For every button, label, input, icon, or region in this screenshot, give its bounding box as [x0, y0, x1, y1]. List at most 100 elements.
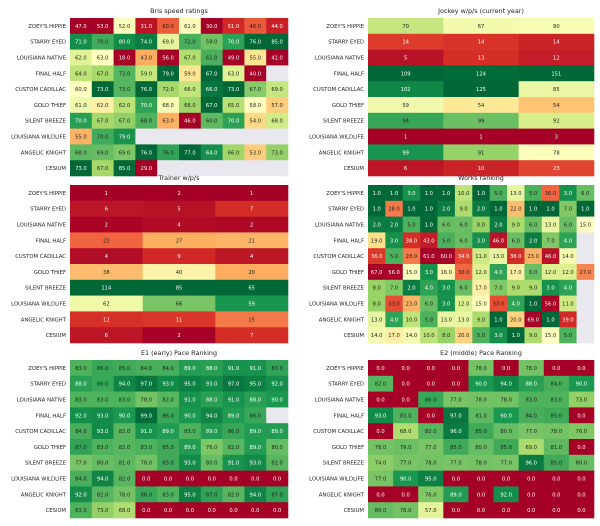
cell-value: 70.0: [97, 135, 109, 141]
heatmap-cell: [266, 423, 289, 440]
cell-value: 9.0: [512, 286, 520, 292]
heatmap-cell: [568, 391, 595, 408]
cell-value: 78.0: [141, 461, 153, 467]
cell-value: 10.0: [458, 191, 470, 197]
cell-value: 68.0: [75, 150, 87, 156]
cell-value: 16.0: [440, 270, 452, 276]
heatmap-cell: [368, 502, 394, 519]
heatmap-cell: [518, 470, 545, 487]
cell-value: 38.0: [510, 254, 522, 260]
heatmap-cell: [157, 375, 180, 392]
cell-value: 73.0: [119, 87, 131, 93]
row-label: LOUISIANA NATIVE: [17, 223, 67, 229]
cell-value: 91: [478, 150, 485, 156]
cell-value: 0.0: [502, 477, 510, 483]
cell-value: 91.0: [141, 429, 153, 435]
cell-value: 5.0: [564, 333, 572, 339]
cell-value: 53.0: [250, 150, 262, 156]
heatmap-cell: [179, 470, 202, 487]
cell-value: 47.0: [75, 24, 87, 30]
row-label: ZOEY'S HIPPIE: [28, 366, 66, 372]
row-label: SILENT BREEZE: [323, 119, 365, 125]
cell-value: 0.0: [577, 366, 585, 372]
cell-value: 61.0: [206, 56, 218, 62]
heatmap-cell: [472, 232, 490, 249]
heatmap-cell: [420, 279, 438, 296]
heatmap-cell: [113, 502, 136, 519]
heatmap-cell: [443, 470, 469, 487]
cell-value: 17.0: [510, 270, 522, 276]
heatmap-cell: [70, 295, 143, 312]
heatmap-cell: [113, 33, 136, 50]
heatmap-cell: [443, 502, 469, 519]
heatmap-cell: [507, 279, 525, 296]
cell-value: 70: [402, 24, 409, 30]
cell-value: 76.0: [141, 87, 153, 93]
cell-value: 92.0: [500, 492, 512, 498]
row-label: ANGELIC KNIGHT: [21, 150, 67, 156]
cell-value: 67.0: [184, 56, 196, 62]
heatmap-cell: [518, 49, 595, 66]
cell-value: 77.0: [75, 461, 87, 467]
row-label: STARRY EYED: [328, 40, 364, 46]
cell-value: 23: [553, 166, 560, 172]
heatmap-cell: [179, 97, 202, 114]
heatmap-cell: [393, 360, 419, 377]
heatmap-cell: [200, 33, 223, 50]
heatmap-cell: [420, 264, 438, 281]
cell-value: 80.0: [119, 40, 131, 46]
heatmap-cell: [222, 18, 245, 35]
heatmap-cell: [468, 470, 494, 487]
heatmap-cell: [393, 423, 419, 440]
heatmap-panel-5: E2 (middle) Pace Ranking ZOEY'S HIPPIE STA…: [309, 349, 595, 519]
cell-value: 15.0: [580, 223, 592, 229]
cell-value: 78.0: [425, 461, 437, 467]
heatmap-cell: [385, 311, 404, 328]
heatmap-cell: [70, 439, 93, 456]
cell-value: 87.0: [271, 492, 283, 498]
heatmap-cell: [393, 454, 419, 471]
heatmap-cell: [518, 391, 545, 408]
heatmap-cell: [543, 407, 570, 424]
heatmap-cell: [489, 248, 508, 265]
heatmap-cell: [266, 18, 289, 35]
cell-value: 94.0: [119, 382, 131, 388]
heatmap-cell: [437, 200, 456, 217]
heatmap-cell: [244, 375, 267, 392]
row-label: FINAL HALF: [334, 413, 364, 419]
cell-value: 0.0: [502, 508, 510, 514]
heatmap-cell: [543, 423, 570, 440]
heatmap-cell: [135, 454, 158, 471]
cell-value: 85.0: [500, 445, 512, 451]
heatmap-cell: [157, 112, 180, 129]
heatmap-cell: [70, 160, 93, 177]
cell-value: 1.0: [529, 207, 537, 213]
cell-value: 85: [176, 286, 183, 292]
heatmap-cell: [454, 295, 473, 312]
heatmap-cell: [524, 279, 543, 296]
heatmap-cell: [576, 248, 595, 265]
heatmap-cell: [91, 65, 114, 82]
cell-value: 0.0: [477, 477, 485, 483]
cell-value: 89.0: [184, 366, 196, 372]
heatmap-cell: [420, 248, 438, 265]
cell-value: 76.0: [576, 429, 588, 435]
cell-value: 83.0: [75, 508, 87, 514]
heatmap-cell: [266, 502, 289, 519]
heatmap-cell: [157, 81, 180, 98]
cell-value: 6.0: [459, 238, 467, 244]
cell-value: 0.0: [527, 508, 535, 514]
heatmap-cell: [368, 470, 394, 487]
cell-value: 5.0: [477, 333, 485, 339]
cell-value: 3.0: [407, 191, 415, 197]
cell-value: 11.0: [562, 302, 574, 308]
heatmap-panel-4: E1 (early) Pace Ranking ZOEY'S HIPPIE STAR…: [11, 349, 289, 519]
cell-value: 84.0: [525, 413, 537, 419]
heatmap-cell: [142, 185, 216, 202]
heatmap-cell: [135, 112, 158, 129]
cell-value: 5.0: [442, 238, 450, 244]
heatmap-cell: [418, 360, 444, 377]
cell-value: 78.0: [475, 461, 487, 467]
cell-value: 1.0: [390, 191, 398, 197]
cell-value: 85.0: [162, 461, 174, 467]
